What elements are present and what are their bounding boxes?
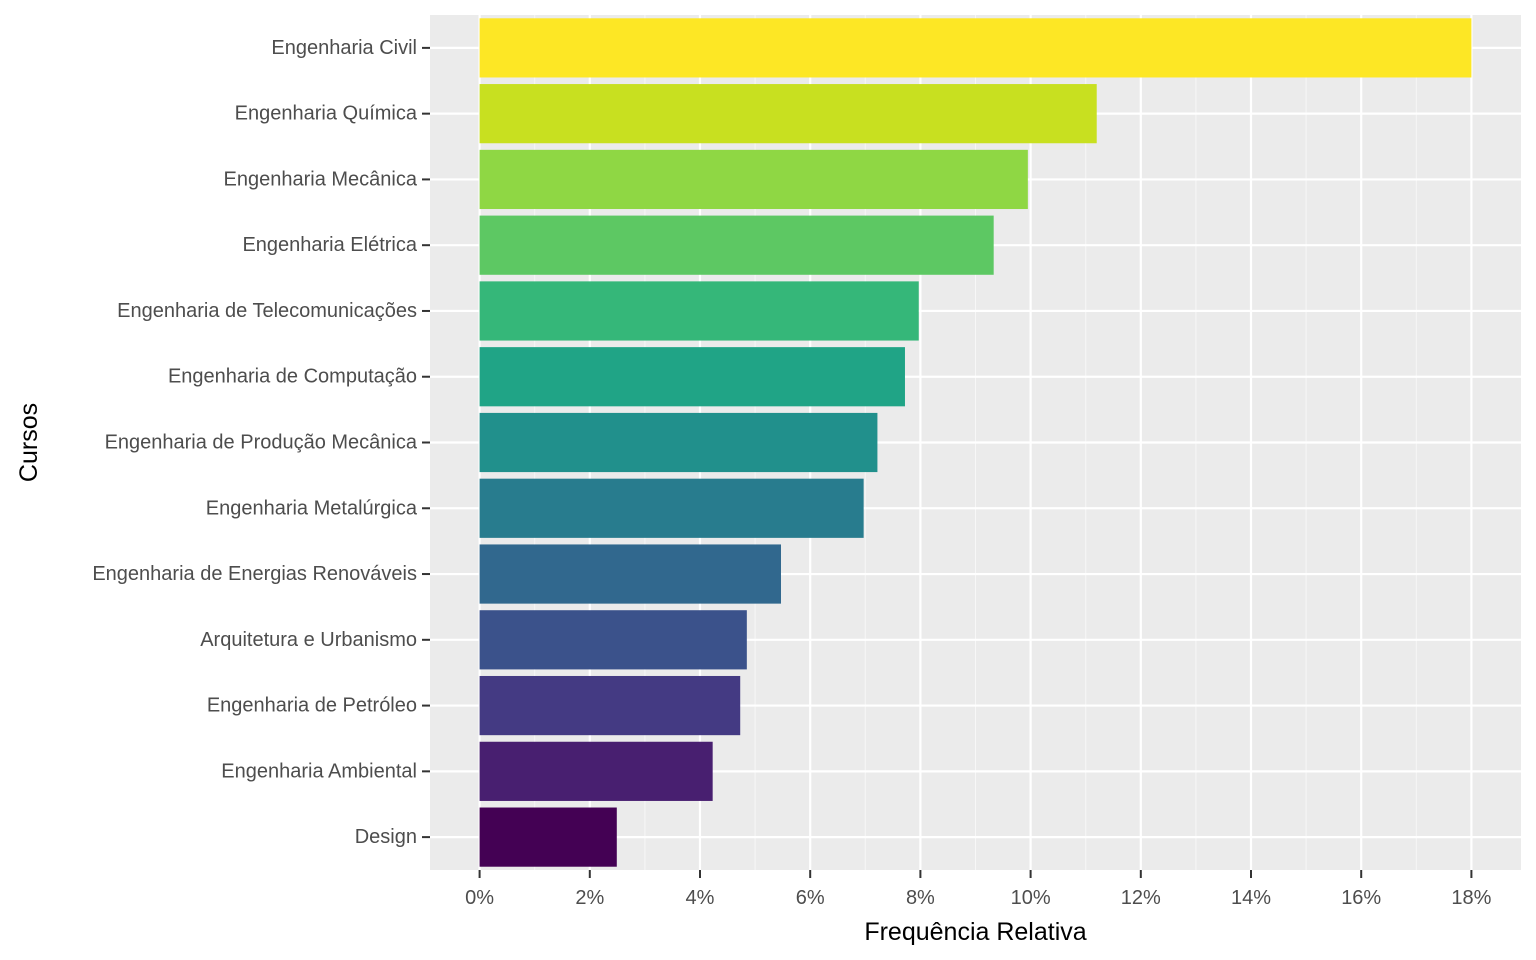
x-tick-label: 8%	[906, 887, 935, 909]
bar	[479, 18, 1472, 78]
x-tick-label: 0%	[465, 887, 494, 909]
bar	[479, 478, 864, 538]
x-tick-label: 12%	[1121, 887, 1161, 909]
bar	[479, 675, 741, 736]
bar	[479, 215, 994, 275]
bar	[479, 347, 905, 407]
bar	[479, 84, 1097, 144]
y-tick-label: Engenharia Metalúrgica	[206, 497, 418, 519]
x-tick-label: 2%	[575, 887, 604, 909]
y-tick-label: Design	[355, 826, 417, 848]
bar	[479, 741, 713, 801]
bars	[479, 18, 1472, 867]
x-axis: 0% 2% 4% 6% 8% 10% 12% 14% 16% 18%	[465, 870, 1492, 909]
x-tick-label: 10%	[1011, 887, 1051, 909]
bar	[479, 610, 747, 670]
x-tick-label: 4%	[686, 887, 715, 909]
y-tick-label: Engenharia de Telecomunicações	[117, 300, 417, 322]
x-tick-label: 14%	[1231, 887, 1271, 909]
bar	[479, 544, 781, 604]
y-tick-label: Engenharia Ambiental	[221, 760, 417, 782]
y-tick-label: Engenharia Química	[235, 103, 418, 125]
x-axis-title: Frequência Relativa	[864, 918, 1086, 946]
y-axis: Engenharia Civil Engenharia Química Engenh…	[92, 37, 430, 848]
bar	[479, 807, 617, 867]
bar	[479, 281, 919, 341]
y-tick-label: Engenharia de Produção Mecânica	[105, 432, 418, 454]
y-tick-label: Engenharia de Energias Renováveis	[92, 563, 417, 585]
x-tick-label: 16%	[1341, 887, 1381, 909]
bar	[479, 149, 1028, 210]
bar	[479, 412, 878, 473]
y-tick-label: Engenharia Civil	[271, 37, 417, 59]
x-tick-label: 18%	[1451, 887, 1491, 909]
y-tick-label: Engenharia de Computação	[168, 366, 417, 388]
y-tick-label: Arquitetura e Urbanismo	[200, 629, 417, 651]
y-tick-label: Engenharia de Petróleo	[207, 695, 417, 717]
y-tick-label: Engenharia Elétrica	[242, 234, 417, 256]
y-axis-title: Cursos	[15, 403, 43, 482]
y-tick-label: Engenharia Mecânica	[224, 168, 418, 190]
x-tick-label: 6%	[796, 887, 825, 909]
